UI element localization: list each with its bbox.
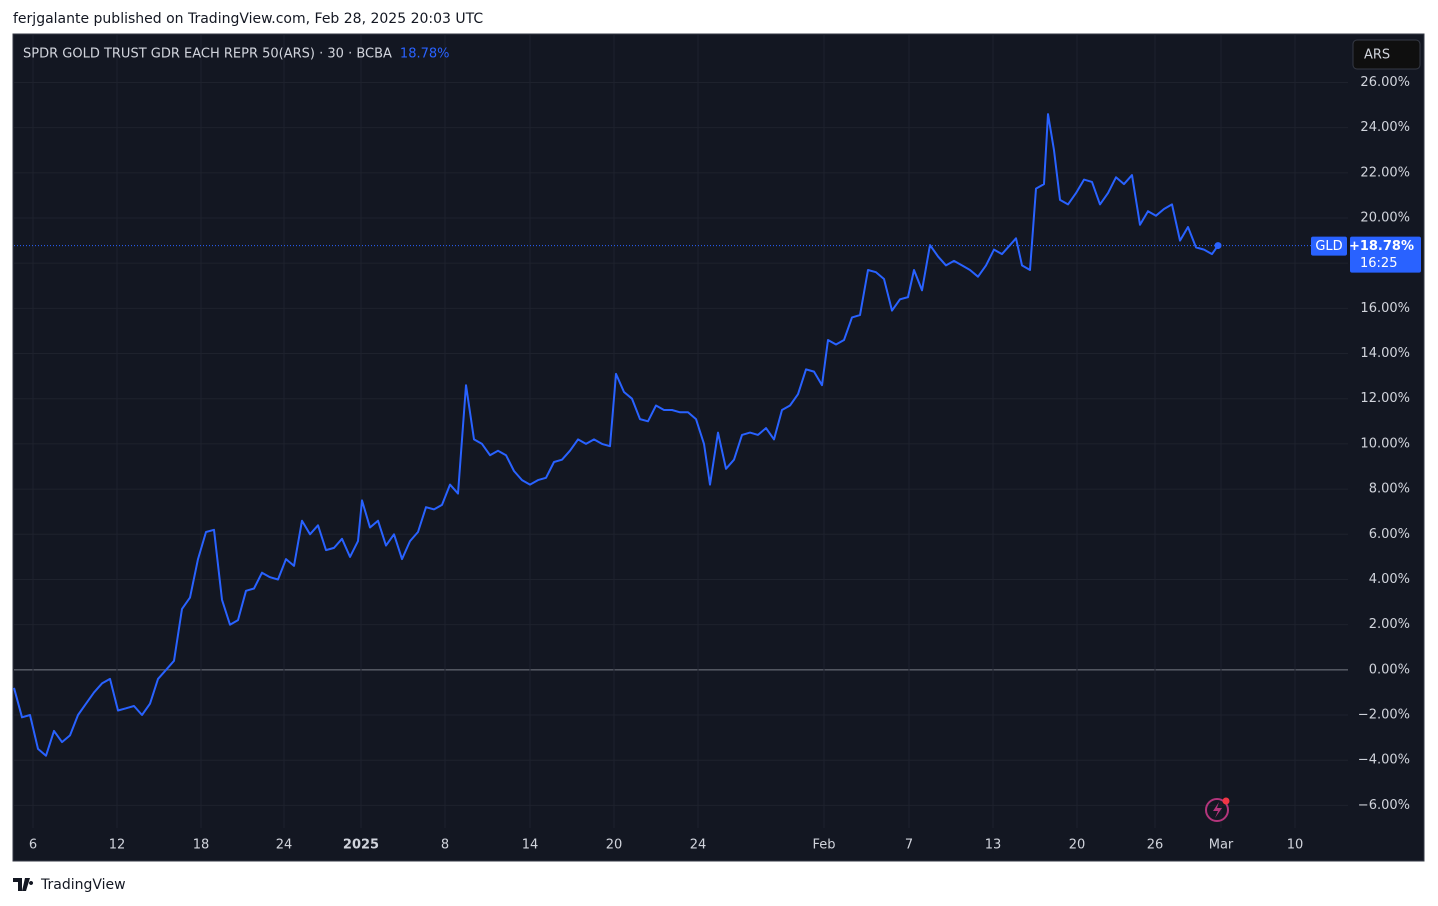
y-tick-label: 26.00% — [1360, 75, 1410, 90]
x-tick-label: 8 — [441, 838, 449, 853]
y-tick-label: −2.00% — [1358, 708, 1410, 723]
y-tick-label: 10.00% — [1360, 436, 1410, 451]
y-tick-label: 4.00% — [1369, 572, 1410, 587]
x-tick-label: 2025 — [343, 838, 379, 853]
y-tick-label: 20.00% — [1360, 211, 1410, 226]
y-tick-label: 6.00% — [1369, 527, 1410, 542]
last-point — [1214, 242, 1222, 250]
x-tick-label: 6 — [29, 838, 37, 853]
y-tick-label: 22.00% — [1360, 165, 1410, 180]
y-tick-label: 0.00% — [1369, 662, 1410, 677]
x-tick-label: 24 — [276, 838, 293, 853]
currency[interactable]: ARS — [1364, 48, 1390, 63]
x-tick-label: 12 — [109, 838, 126, 853]
x-tick-label: 13 — [985, 838, 1002, 853]
y-tick-label: 12.00% — [1360, 391, 1410, 406]
footer-logo: TradingView — [13, 877, 126, 893]
y-tick-label: −6.00% — [1358, 798, 1410, 813]
brand: TradingView — [40, 877, 126, 893]
y-tick-label: −4.00% — [1358, 753, 1410, 768]
y-tick-label: 24.00% — [1360, 120, 1410, 135]
x-tick-label: 20 — [606, 838, 623, 853]
last-value-label: +18.78% — [1349, 239, 1414, 254]
y-tick-label: 16.00% — [1360, 301, 1410, 316]
publisher: ferjgalante published on TradingView.com… — [13, 11, 483, 27]
plot — [13, 113, 1348, 757]
countdown: 16:25 — [1360, 256, 1397, 271]
x-tick-label: 26 — [1147, 838, 1164, 853]
x-tick-label: 18 — [193, 838, 210, 853]
x-tick-label: Feb — [812, 838, 835, 853]
alert-icon[interactable] — [1205, 797, 1230, 822]
chart-title: SPDR GOLD TRUST GDR EACH REPR 50(ARS) · … — [23, 47, 392, 62]
change-label: 18.78% — [400, 47, 450, 62]
y-tick-label: 8.00% — [1369, 482, 1410, 497]
last-value-box — [1350, 236, 1421, 273]
currency-button[interactable] — [1352, 39, 1421, 70]
symbol-label: GLD — [1315, 239, 1342, 254]
x-tick-label: 14 — [522, 838, 539, 853]
y-tick-label: 2.00% — [1369, 617, 1410, 632]
y-tick-label: 14.00% — [1360, 346, 1410, 361]
x-tick-label: 10 — [1287, 838, 1304, 853]
symbol-box — [1311, 236, 1347, 256]
x-tick-label: Mar — [1209, 838, 1234, 853]
chart-frame — [12, 33, 1425, 862]
x-tick-label: 20 — [1069, 838, 1086, 853]
price-line — [13, 113, 1219, 757]
x-tick-label: 7 — [905, 838, 913, 853]
grid — [14, 35, 1348, 828]
x-tick-label: 24 — [690, 838, 707, 853]
